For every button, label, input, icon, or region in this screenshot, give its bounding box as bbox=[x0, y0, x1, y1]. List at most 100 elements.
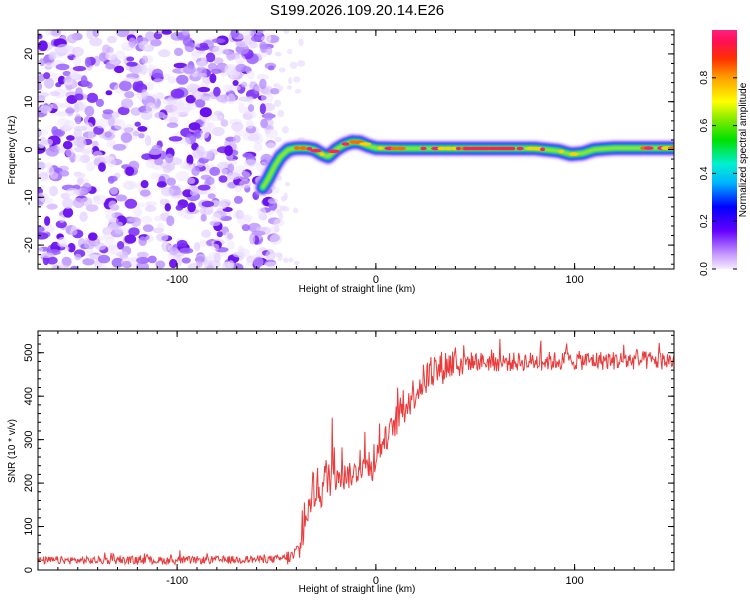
noise-blob bbox=[51, 264, 61, 269]
noise-blob bbox=[127, 217, 141, 223]
noise-blob bbox=[239, 179, 252, 189]
noise-blob bbox=[181, 103, 192, 113]
noise-blob bbox=[292, 207, 299, 214]
noise-blob bbox=[144, 205, 157, 213]
spectrogram-y-tick-label: -10 bbox=[23, 189, 35, 205]
noise-blob bbox=[274, 224, 280, 233]
noise-blob bbox=[274, 51, 282, 57]
ridge-hotspot bbox=[306, 147, 313, 151]
noise-blob bbox=[74, 113, 82, 125]
noise-blob bbox=[164, 203, 171, 212]
noise-blob bbox=[183, 137, 191, 147]
noise-blob bbox=[246, 119, 254, 129]
noise-blob bbox=[60, 102, 70, 109]
noise-blob bbox=[201, 229, 212, 238]
noise-blob bbox=[136, 256, 150, 264]
ridge-hotspot bbox=[531, 146, 543, 151]
noise-blob bbox=[113, 119, 126, 130]
noise-blob bbox=[154, 111, 166, 119]
noise-blob bbox=[181, 30, 190, 36]
noise-blob bbox=[259, 103, 266, 115]
noise-blob bbox=[45, 147, 59, 157]
noise-blob bbox=[273, 218, 285, 227]
noise-blob bbox=[213, 86, 221, 97]
noise-blob bbox=[109, 217, 119, 223]
noise-blob bbox=[210, 68, 222, 74]
noise-blob bbox=[140, 215, 153, 224]
ridge-hotspot bbox=[299, 146, 307, 150]
snr-x-tick-label: 0 bbox=[373, 575, 379, 587]
noise-blob bbox=[227, 163, 235, 173]
snr-panel: -100 0 100 0 100 200 300 400 500 Height of strai… bbox=[7, 330, 675, 595]
spectrogram-noise-blobs bbox=[38, 30, 306, 269]
noise-blob bbox=[200, 79, 209, 89]
noise-blob bbox=[200, 56, 207, 62]
noise-blob bbox=[277, 253, 283, 261]
noise-blob bbox=[92, 30, 100, 38]
snr-y-tick-label: 300 bbox=[23, 430, 35, 448]
noise-blob bbox=[189, 189, 198, 196]
noise-blob bbox=[94, 242, 107, 251]
noise-blob bbox=[79, 102, 87, 111]
noise-blob bbox=[247, 104, 255, 112]
noise-blob bbox=[72, 55, 82, 67]
noise-blob bbox=[218, 175, 228, 183]
noise-blob bbox=[262, 85, 274, 96]
noise-blob bbox=[137, 125, 148, 132]
noise-blob bbox=[86, 161, 96, 172]
colorbar-tick-label: 0.8 bbox=[699, 70, 710, 84]
noise-blob bbox=[158, 49, 171, 58]
ridge-hotspot bbox=[540, 147, 546, 152]
noise-blob bbox=[204, 179, 212, 186]
noise-blob bbox=[107, 35, 117, 44]
noise-blob bbox=[283, 30, 290, 34]
noise-blob bbox=[166, 177, 176, 186]
noise-blob bbox=[144, 201, 157, 207]
noise-blob bbox=[218, 201, 228, 210]
noise-blob bbox=[201, 121, 212, 133]
noise-blob bbox=[156, 181, 167, 188]
noise-blob bbox=[161, 241, 170, 252]
noise-blob bbox=[88, 232, 98, 241]
noise-blob bbox=[289, 61, 298, 69]
noise-blob bbox=[145, 31, 155, 42]
snr-y-tick-label: 200 bbox=[23, 474, 35, 492]
noise-blob bbox=[84, 57, 92, 68]
noise-blob bbox=[267, 198, 278, 204]
noise-blob bbox=[105, 63, 116, 70]
noise-blob bbox=[263, 112, 274, 121]
noise-blob bbox=[244, 30, 252, 37]
noise-blob bbox=[199, 107, 212, 118]
noise-blob bbox=[128, 37, 137, 48]
noise-blob bbox=[112, 143, 127, 151]
noise-blob bbox=[74, 172, 86, 179]
noise-blob bbox=[156, 233, 169, 242]
noise-blob bbox=[210, 243, 220, 251]
noise-blob bbox=[253, 133, 264, 145]
noise-blob bbox=[274, 136, 283, 143]
noise-blob bbox=[162, 98, 176, 105]
noise-blob bbox=[102, 109, 114, 115]
noise-blob bbox=[260, 93, 274, 103]
noise-blob bbox=[95, 236, 104, 242]
noise-blob bbox=[128, 227, 140, 237]
noise-blob bbox=[227, 260, 235, 269]
noise-blob bbox=[83, 239, 96, 250]
noise-blob bbox=[181, 257, 191, 264]
ridge-hotspot bbox=[558, 149, 565, 154]
noise-blob bbox=[141, 89, 148, 100]
noise-blob bbox=[163, 164, 175, 171]
noise-blob bbox=[55, 63, 70, 71]
noise-blob bbox=[82, 258, 95, 266]
noise-blob bbox=[154, 227, 163, 233]
noise-blob bbox=[179, 247, 194, 254]
spectrogram-y-tick-label: 0 bbox=[23, 146, 35, 152]
noise-blob bbox=[110, 187, 118, 195]
noise-blob bbox=[92, 150, 103, 159]
noise-blob bbox=[64, 119, 75, 130]
noise-blob bbox=[51, 102, 64, 110]
noise-blob bbox=[121, 98, 134, 109]
noise-blob bbox=[44, 62, 56, 68]
noise-blob bbox=[46, 203, 58, 210]
